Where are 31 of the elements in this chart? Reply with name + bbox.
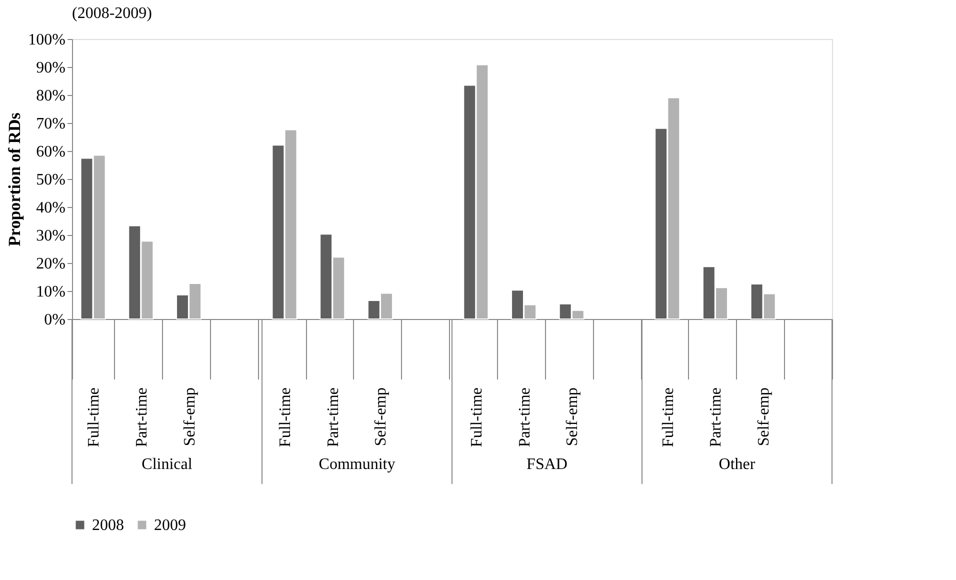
x-tick-label: Full-time (468, 388, 486, 448)
x-tick-label: Full-time (660, 388, 677, 448)
y-tick-label: 10% (36, 284, 66, 300)
x-tick-label: Part-time (324, 388, 342, 448)
y-tick-label: 70% (36, 116, 66, 132)
x-tick-label: Self-emp (564, 388, 582, 446)
y-axis-title: Proportion of RDs (5, 112, 24, 246)
legend-label: 2008 (92, 517, 124, 534)
x-tick-label: Full-time (86, 388, 103, 448)
y-tick-label: 20% (36, 256, 66, 272)
x-tick-label: Self-emp (372, 388, 390, 446)
x-tick-label: Part-time (133, 388, 150, 448)
chart-title: (2008-2009) (72, 5, 152, 22)
text: FSAD (526, 456, 568, 473)
text: Other (718, 456, 756, 473)
x-tick-label: Self-emp (756, 388, 773, 446)
y-tick-label: 60% (36, 144, 66, 160)
y-tick-label: 90% (36, 60, 66, 76)
text: Clinical (142, 456, 193, 473)
legend-label: 2009 (154, 517, 186, 534)
x-tick-label: Part-time (516, 388, 534, 448)
y-tick-label: 30% (36, 228, 66, 244)
y-tick-label: 40% (36, 200, 66, 216)
x-tick-label: Self-emp (181, 388, 198, 446)
x-tick-label: Part-time (708, 388, 725, 448)
y-tick-label: 0% (44, 312, 66, 328)
x-tick-label: Full-time (276, 388, 294, 448)
y-tick-label: 50% (36, 172, 66, 188)
text: Community (318, 456, 396, 473)
y-tick-label: 80% (36, 88, 66, 104)
y-tick-label: 100% (28, 32, 66, 48)
